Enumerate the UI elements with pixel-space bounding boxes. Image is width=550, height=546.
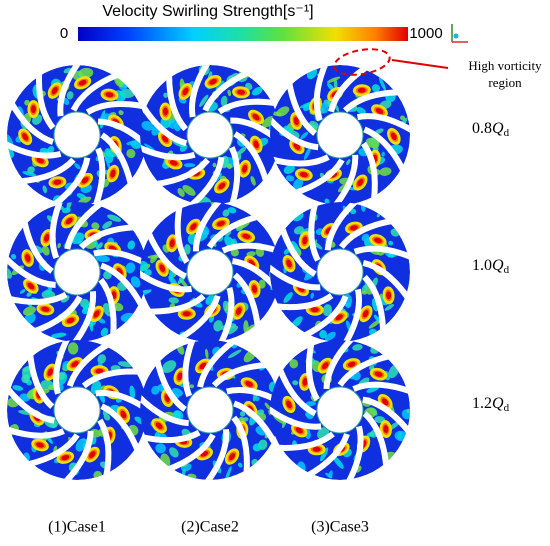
column-label: (2)Case2: [181, 519, 239, 536]
annotation-line: High vorticity: [468, 58, 542, 73]
row-symbol: Q: [492, 395, 504, 412]
row-label: 1.0Qd: [472, 257, 510, 276]
contour-plots: [7, 65, 410, 480]
colorbar: [78, 27, 408, 41]
row-coef: 1.0: [472, 257, 492, 274]
row-label: 1.2Qd: [472, 395, 510, 414]
row-sub: d: [504, 402, 510, 414]
colorbar-title: Velocity Swirling Strength[s⁻¹]: [102, 3, 313, 20]
column-label: (1)Case1: [48, 519, 106, 536]
annotation: High vorticity region: [333, 48, 542, 90]
axis-triad: [451, 24, 468, 43]
colorbar-min: 0: [60, 25, 68, 42]
row-label: 0.8Qd: [472, 120, 510, 139]
column-label: (3)Case3: [311, 519, 369, 536]
row-sub: d: [504, 127, 510, 139]
row-coef: 1.2: [472, 395, 492, 412]
annotation-line: region: [488, 75, 522, 90]
colorbar-max: 1000: [409, 25, 442, 42]
row-sub: d: [504, 264, 510, 276]
row-symbol: Q: [492, 257, 504, 274]
row-coef: 0.8: [472, 120, 492, 137]
row-symbol: Q: [492, 120, 504, 137]
